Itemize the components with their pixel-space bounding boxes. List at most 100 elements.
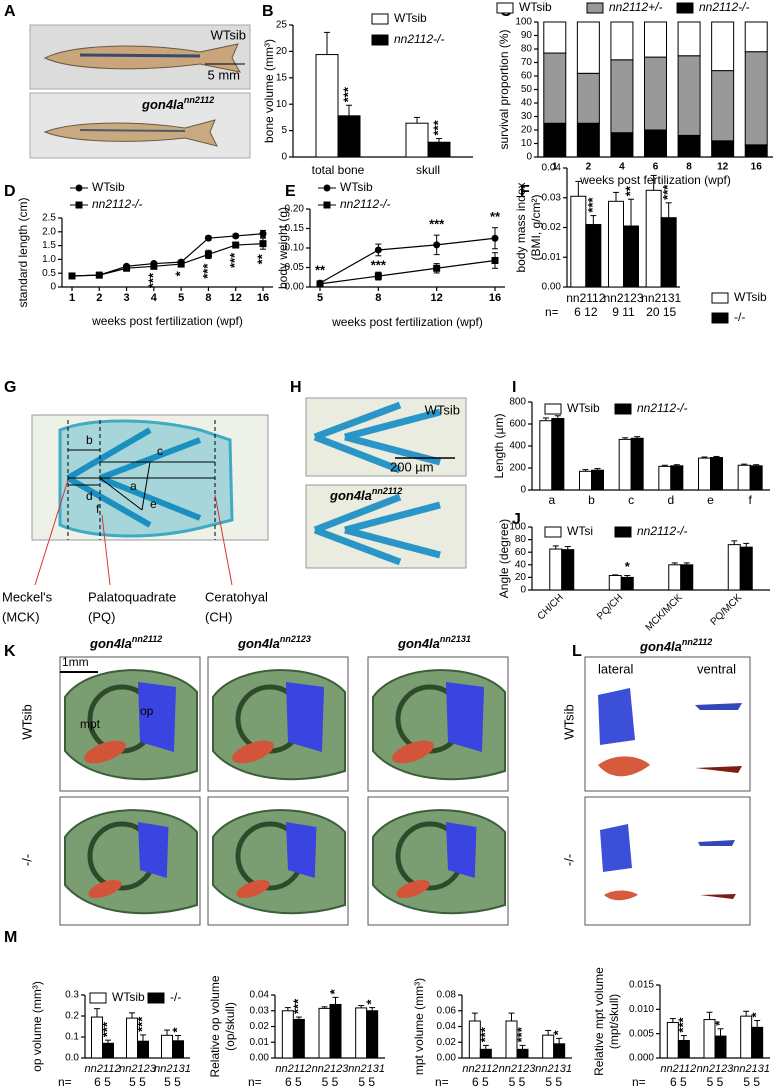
bar [751,1026,764,1059]
significance: *** [514,1026,529,1042]
x-tick-label: skull [416,163,440,177]
line [319,259,496,285]
x-tick-label: d [667,493,674,507]
row-label: WTsib [561,704,576,739]
n-value: 5 5 [164,1075,181,1089]
bar [337,115,361,158]
bar [714,1035,727,1059]
bar-segment [543,21,567,54]
bar [329,1003,342,1059]
x-tick-label: 1 [552,162,558,173]
y-tick-label: 40 [515,559,527,570]
y-axis-label: survival proportion (%) [497,29,511,149]
x-tick-label: PQ/CH [595,592,625,622]
marker [177,260,185,268]
fish-stripe [79,53,201,58]
x-tick-label: nn2123 [603,291,643,305]
x-axis-label: weeks post fertilization (wpf) [331,315,483,329]
y-tick-label: 0 [50,282,56,293]
x-tick-label: 16 [489,292,501,304]
bar-segment [576,122,600,158]
significance: *** [675,1016,690,1032]
panel-letter: J [512,511,521,528]
n-value: 6 5 [670,1075,687,1089]
y-axis-label: Length (µm) [492,414,506,479]
x-tick-label: nn2112 [275,1063,311,1075]
x-tick-label: 12 [431,292,443,304]
row-label: -/- [561,854,576,866]
x-tick-label: 6 [653,162,659,173]
x-tick-label: nn2112 [462,1063,498,1075]
op-bone [138,822,169,878]
bar [542,1034,555,1059]
bar [355,1007,368,1059]
x-tick-label: nn2112 [660,1063,696,1075]
panel-letter: F [520,183,530,200]
x-tick-label: nn2131 [154,1063,191,1075]
bar [551,418,565,491]
callout: (CH) [205,609,232,624]
bar [739,546,753,591]
marker [259,230,267,238]
n-value: 6 5 [94,1075,111,1089]
bar-segment [543,122,567,158]
allele: nn2112 [372,486,402,496]
letter: b [86,433,93,447]
y-tick-label: 0.04 [250,990,270,1001]
panel-letter: G [4,379,16,396]
y-tick-label: 0.02 [250,1021,270,1032]
y-tick-label: 80 [515,534,527,545]
part-label: op [140,704,154,718]
y-tick-label: 100 [515,17,532,28]
panel-letter: E [285,183,296,200]
y-tick-label: 0.02 [437,1037,457,1048]
significance: *** [429,217,445,232]
y-tick-label: 25 [276,20,288,31]
mpt-bone [396,879,430,899]
chart: 0.00 0.01 0.02 0.03 0.04 Relative op volume (o… [208,975,385,1089]
y-tick-label: 200 [509,463,526,474]
y-tick-label: 2.0 [42,226,56,237]
y-tick-label: 50 [521,84,533,95]
marker [68,272,76,280]
x-tick-label: 5 [317,292,323,304]
callout: Ceratohyal [205,589,268,604]
significance: *** [371,257,387,272]
y-tick-label: 15 [276,72,288,83]
marker [95,271,103,279]
y-tick-label: 0.02 [542,222,562,233]
bar-segment [677,21,701,57]
significance: * [712,1020,727,1026]
significance: ** [622,185,637,196]
bar [553,1043,566,1059]
allele: nn2112 [184,95,214,105]
n-value: 5 5 [358,1075,375,1089]
label: WTsib [211,27,246,42]
marker [316,280,324,288]
legend-label: nn2112-/- [637,524,687,538]
bar [645,189,662,288]
bar [608,575,622,591]
label: WTsib [425,402,460,417]
y-tick-label: 800 [509,397,526,408]
x-tick-label: MCK/MCK [644,592,685,633]
significance: *** [99,1021,114,1037]
legend-marker [75,184,83,192]
significance: ** [490,209,501,224]
significance: *** [340,86,355,102]
y-tick-label: 2.5 [42,213,56,224]
legend-swatch [371,13,389,25]
legend-swatch [614,403,632,415]
x-tick-label: PQ/MCK [709,592,745,628]
y-axis-label: bone volume (mm³) [262,39,276,143]
panel-h: H WTsib 200 µm gon4lann2112 [290,379,467,569]
marker [204,250,212,258]
allele: nn2123 [280,634,311,644]
bar [668,564,682,591]
panel-letter: B [262,3,274,20]
legend-label: nn2112-/- [394,32,444,46]
bar-segment [543,52,567,124]
y-tick-label: 30 [521,111,533,122]
